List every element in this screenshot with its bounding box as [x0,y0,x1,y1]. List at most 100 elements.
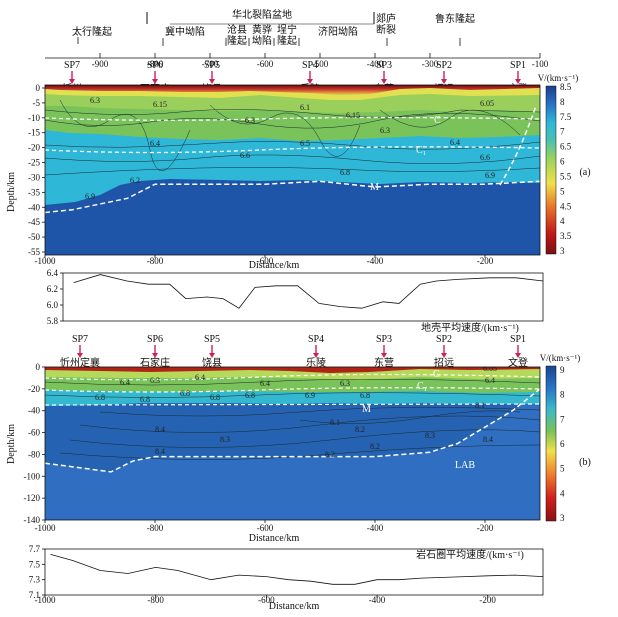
shotpoint-markers-b: SP7 忻州定襄 SP6 石家庄 SP5 饶县 SP4 乐陵 SP3 东营 SP2 招远 SP1 文登 [60,334,528,369]
x-tick-label: -400 [367,256,384,266]
contour-label: 6.1 [300,103,310,112]
contour-label: 8.1 [475,401,485,410]
unit-jiyang: 济阳坳陷 [318,25,358,38]
contour-label: 6.4 [485,376,495,385]
contour-label: 6.15 [346,111,360,120]
contour-label: 6.05 [483,364,497,373]
colorbar-tick-label: 9 [560,365,565,375]
place-label: 招远 [434,356,454,369]
boundary-c-b: C [433,369,440,380]
y-tick-label: 7.5 [29,559,41,569]
x-tick-label: -1000 [35,595,56,605]
y-tick-label: -40 [28,406,40,416]
colorbar-a [545,85,557,255]
y-tick-label: -15 [28,128,40,138]
shotpoint-arrowhead [515,353,521,358]
crust-avg-velocity-line [73,274,544,309]
contour-label: 6.05 [480,99,494,108]
contour-label: 6.8 [95,393,105,402]
contour-label: 6.3 [245,116,255,125]
shotpoint-arrowhead [441,353,447,358]
contour-label: 6.3 [90,96,100,105]
shotpoint-arrowhead [307,79,313,84]
y-tick-label: 7.7 [29,544,41,554]
shotpoint-label: SP2 [436,334,452,345]
contour-label: 8.4 [155,425,165,434]
y-tick-label: 7.1 [29,590,40,600]
colorbar-tick-label: 3.5 [560,231,572,241]
contour-label: 6.4 [260,379,270,388]
unit-taihang: 太行隆起 [72,25,112,38]
boundary-c-a: C [434,115,441,126]
shotpoint-label: SP5 [204,60,220,71]
contour-label: 8.2 [325,450,335,459]
y-tick-label: -25 [28,158,40,168]
contour-label: 6.8 [180,389,190,398]
contour-label: 6.4 [195,373,205,382]
y-tick-label: -100 [24,471,41,481]
x-tick-label: -600 [257,256,274,266]
colorbar-title-a: V/(km·s⁻¹) [538,73,578,83]
shotpoint-label: SP4 [308,334,324,345]
shotpoint-arrowhead [77,353,83,358]
unit-jizhong: 冀中坳陷 [165,25,205,38]
boundary-m-a: M [370,182,379,193]
shotpoint-label: SP7 [72,334,88,345]
shotpoint-label: SP3 [376,334,392,345]
colorbar-tick-label: 4 [560,216,565,226]
contour-label: 6.8 [245,391,255,400]
top-scale: -900 -800 -700 -600 -500 -400 -300 -100 华北裂陷盆地 … [45,8,549,69]
colorbar-tick-label: 5 [560,186,565,196]
place-label: 忻州定襄 [60,356,100,369]
contour-label: 6.6 [480,153,490,162]
x-tick-label: -400 [369,595,386,605]
contour-label: 6.8 [210,393,220,402]
y-tick-label: -30 [28,172,40,182]
y-tick-label: 7.3 [29,575,41,585]
shotpoint-arrowhead [441,79,447,84]
boundary-c1-a: C₁ [416,145,426,156]
shotpoint-arrowhead [209,353,215,358]
xlabel-b: Distance/km [249,533,300,544]
unit-cangxian-2: 隆起 [227,34,247,47]
shotpoint-label: SP6 [147,60,163,71]
ylabel-a: Depth/km [6,172,17,212]
shotpoint-arrowhead [209,79,215,84]
top-scale-tick-label: -300 [422,59,439,69]
unit-chengning-1: 埕宁 [277,23,297,36]
y-tick-label: 0 [36,83,41,93]
contour-label: 6.9 [85,192,95,201]
contour-label: 8.2 [355,425,365,434]
y-tick-label: -35 [28,187,40,197]
y-tick-label: 5.8 [47,316,59,326]
x-tick-label: -200 [479,595,496,605]
y-tick-label: 6.0 [47,300,59,310]
colorbar-tick-label: 7 [560,127,565,137]
y-tick-label: -20 [28,384,40,394]
shotpoint-label: SP7 [64,60,80,71]
x-tick-label: -1000 [35,523,56,533]
unit-huanghua-2: 坳陷 [252,34,272,47]
panel-a-curve: 6.4 6.2 6.0 5.8 地壳平均速度/(km·s⁻¹) [47,268,544,334]
top-scale-tick-label: -700 [202,59,219,69]
colorbar-tick-label: 6 [560,439,565,449]
y-tick-label: 6.4 [47,268,59,278]
colorbar-tick-label: 5 [560,464,565,474]
ylabel-b: Depth/km [6,424,17,464]
shotpoint-label: SP4 [302,60,318,71]
contour-label: 6.3 [340,379,350,388]
x-tick-label: -800 [147,595,164,605]
contour-label: 6.4 [120,378,130,387]
place-label: 饶县 [202,356,222,369]
shotpoint-label: SP1 [510,60,526,71]
colorbar-tick-label: 3 [560,246,565,256]
shotpoint-label: SP6 [147,334,163,345]
x-tick-label: -200 [477,256,494,266]
unit-chengning-2: 隆起 [277,34,297,47]
contour-label: 6.8 [140,395,150,404]
x-tick-label: -800 [147,256,164,266]
colorbar-tick-label: 8 [560,390,565,400]
colorbar-tick-label: 8 [560,97,565,107]
shotpoint-label: SP1 [510,334,526,345]
boundary-m-b: M [362,404,371,415]
